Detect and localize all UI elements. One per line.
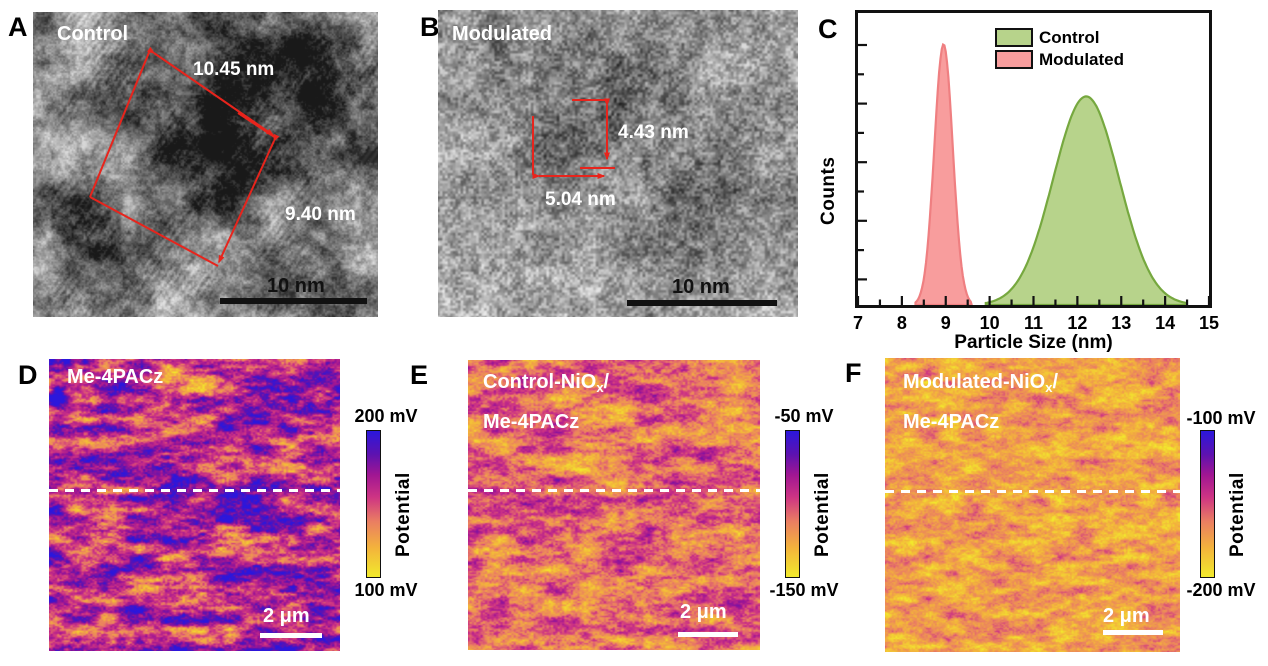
map-f-title: Modulated-NiOx/ Me-4PACz <box>903 365 1058 440</box>
panel-a-tem: Control 10.45 nm 9.40 nm 10 nm <box>33 12 378 317</box>
scale-bar-f <box>1103 630 1163 635</box>
panel-label-c: C <box>818 14 838 44</box>
scale-bar-label-f: 2 μm <box>1103 605 1150 627</box>
x-tick-label-13: 13 <box>1111 313 1132 333</box>
colorbar-d-label: Potential <box>393 472 414 557</box>
legend-swatch-modulated <box>995 50 1033 69</box>
scale-bar-d <box>260 633 322 638</box>
panel-f-kpfm-map: Modulated-NiOx/ Me-4PACz 2 μm <box>885 358 1180 652</box>
legend-swatch-control <box>995 28 1033 47</box>
panel-d-kpfm-map: Me-4PACz 2 μm <box>49 359 340 651</box>
measurement-b-1: 4.43 nm <box>618 122 689 143</box>
x-tick-label-14: 14 <box>1155 313 1176 333</box>
map-f-title-slash: / <box>1052 371 1059 393</box>
colorbar-e-min: -150 mV <box>769 580 839 600</box>
panel-label-f: F <box>845 358 862 388</box>
colorbar-e-label: Potential <box>812 472 833 557</box>
colorbar-f-label: Potential <box>1227 472 1248 557</box>
map-e-title: Control-NiOx/ Me-4PACz <box>483 365 609 440</box>
colorbar-f <box>1200 430 1215 578</box>
map-e-title-line2: Me-4PACz <box>483 411 580 433</box>
section-line-d <box>49 489 340 492</box>
x-tick-label-11: 11 <box>1023 313 1044 333</box>
legend-label-control: Control <box>1039 28 1100 47</box>
chart-x-axis-label: Particle Size (nm) <box>954 332 1113 353</box>
x-tick-label-15: 15 <box>1198 313 1220 333</box>
measurement-annotation-a <box>89 46 280 267</box>
kpfm-map-modulated-niox <box>885 358 1180 652</box>
x-tick-label-10: 10 <box>979 313 1000 333</box>
map-f-title-sub: x <box>1045 380 1053 395</box>
colorbar-d-max: 200 mV <box>354 406 418 426</box>
scale-bar-a <box>220 298 367 304</box>
scale-bar-label-e: 2 μm <box>680 601 727 623</box>
legend-item-modulated: Modulated <box>995 50 1124 69</box>
colorbar-f-max: -100 mV <box>1186 408 1256 428</box>
legend-label-modulated: Modulated <box>1039 50 1124 69</box>
x-tick-label-7: 7 <box>852 313 864 333</box>
measurement-annotation-b <box>532 98 615 179</box>
map-f-title-prefix: Modulated-NiO <box>903 371 1046 393</box>
distribution-curves <box>858 42 1209 305</box>
panel-label-e: E <box>410 360 429 390</box>
section-line-e <box>468 489 760 492</box>
map-e-title-prefix: Control-NiO <box>483 371 597 393</box>
legend-item-control: Control <box>995 28 1124 47</box>
x-tick-label-8: 8 <box>896 313 907 333</box>
x-tick-label-9: 9 <box>940 313 951 333</box>
measurement-a-1: 10.45 nm <box>193 59 275 80</box>
measurement-b-2: 5.04 nm <box>545 189 616 210</box>
colorbar-e <box>785 430 800 578</box>
tem-image-modulated <box>438 10 798 317</box>
panel-label-b: B <box>420 12 440 42</box>
panel-label-a: A <box>8 12 28 42</box>
panel-label-d: D <box>18 360 38 390</box>
scale-bar-label-a: 10 nm <box>267 275 325 297</box>
scale-bar-label-b: 10 nm <box>672 276 730 298</box>
colorbar-d-min: 100 mV <box>354 580 418 600</box>
section-line-f <box>885 490 1180 493</box>
kpfm-map-me4pacz <box>49 359 340 651</box>
curve-modulated <box>914 42 973 305</box>
particle-size-chart: Control Modulated <box>855 10 1212 308</box>
map-e-title-slash: / <box>603 371 610 393</box>
kpfm-map-control-niox <box>468 360 760 650</box>
colorbar-d <box>366 430 381 578</box>
colorbar-f-min: -200 mV <box>1186 580 1256 600</box>
tem-a-title: Control <box>57 23 129 45</box>
map-d-title: Me-4PACz <box>67 366 164 388</box>
scale-bar-e <box>678 632 738 637</box>
map-e-title-sub: x <box>596 380 604 395</box>
scale-bar-b <box>627 300 777 306</box>
map-f-title-line2: Me-4PACz <box>903 411 1000 433</box>
colorbar-e-max: -50 mV <box>774 406 834 426</box>
panel-b-tem: Modulated 4.43 nm 5.04 nm 10 nm <box>438 10 798 317</box>
chart-x-tick-labels: 7 8 9 10 11 12 13 14 15 <box>853 313 1219 333</box>
scale-bar-label-d: 2 μm <box>263 605 310 627</box>
tem-b-title: Modulated <box>452 23 552 45</box>
chart-y-axis-label: Counts <box>818 156 839 225</box>
x-tick-label-12: 12 <box>1067 313 1088 333</box>
chart-legend: Control Modulated <box>995 28 1124 69</box>
curve-control <box>984 95 1188 305</box>
panel-e-kpfm-map: Control-NiOx/ Me-4PACz 2 μm <box>468 360 760 650</box>
measurement-a-2: 9.40 nm <box>285 204 356 225</box>
